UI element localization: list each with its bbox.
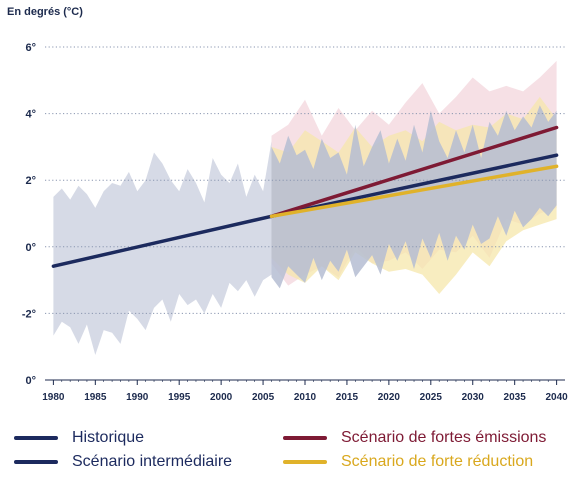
axes: 1980 1985 1990 1995 2000 2005 2010 2015 2020 2025… — [42, 379, 568, 403]
series-line-fortes-emissions — [269, 125, 559, 219]
x-tick-label: 2010 — [294, 392, 317, 403]
y-tick-label: -2° — [22, 308, 36, 320]
series-line-intermediaire — [269, 153, 559, 219]
x-tick-label: 2000 — [210, 392, 233, 403]
x-tick-label: 2040 — [545, 392, 568, 403]
legend-label-intermediaire: Scénario intermédiaire — [72, 453, 233, 470]
x-tick-label: 2030 — [462, 392, 485, 403]
y-tick-label: 2° — [25, 175, 36, 187]
legend-swatch-fortes-emissions — [283, 436, 327, 440]
x-tick-label: 2015 — [336, 392, 359, 403]
x-tick-label: 1990 — [126, 392, 149, 403]
legend-swatch-intermediaire — [14, 460, 58, 464]
series-line-historique — [51, 214, 274, 268]
unit-label: En degrés (°C) — [7, 6, 83, 18]
x-tick-label: 2020 — [378, 392, 401, 403]
series-lines — [51, 125, 559, 268]
legend-label-historique: Historique — [72, 429, 145, 446]
temperature-chart: 0° -2° 0° 2° 4° 6° 1980 1985 1990 1995 2000 2005 20… — [22, 42, 568, 403]
legend-item-fortes-emissions: Scénario de fortes émissions — [283, 429, 546, 447]
legend-item-forte-reduction: Scénario de forte réduction — [283, 453, 533, 471]
x-tick-label: 2025 — [420, 392, 443, 403]
x-tick-label: 1980 — [42, 392, 65, 403]
y-tick-label: 6° — [25, 42, 36, 54]
legend-label-fortes-emissions: Scénario de fortes émissions — [341, 429, 547, 446]
legend-item-historique: Historique — [14, 429, 144, 447]
y-tick-label: 4° — [25, 109, 36, 121]
legend-swatch-forte-reduction — [283, 460, 327, 464]
x-tick-label: 1985 — [84, 392, 107, 403]
band-hist — [53, 141, 272, 355]
series-line-forte-reduction — [269, 164, 559, 219]
legend-swatch-historique — [14, 436, 58, 440]
x-tick-label: 2005 — [252, 392, 275, 403]
y-tick-label: 0° — [25, 242, 36, 254]
x-tick-label: 1995 — [168, 392, 191, 403]
legend-label-forte-reduction: Scénario de forte réduction — [341, 453, 534, 470]
y-tick-label: 0° — [25, 375, 36, 387]
x-tick-label: 2035 — [504, 392, 527, 403]
legend-item-intermediaire: Scénario intermédiaire — [14, 453, 232, 471]
legend: Historique Scénario intermédiaire Scénar… — [0, 420, 571, 478]
